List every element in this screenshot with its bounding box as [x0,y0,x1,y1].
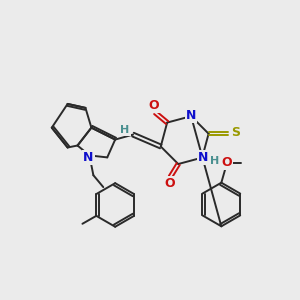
Text: N: N [198,151,208,164]
Text: H: H [121,125,130,135]
Text: N: N [186,109,196,122]
Text: O: O [221,156,232,170]
Text: H: H [210,156,220,166]
Text: S: S [231,126,240,139]
Text: N: N [83,151,94,164]
Text: O: O [148,99,159,112]
Text: O: O [164,177,175,190]
